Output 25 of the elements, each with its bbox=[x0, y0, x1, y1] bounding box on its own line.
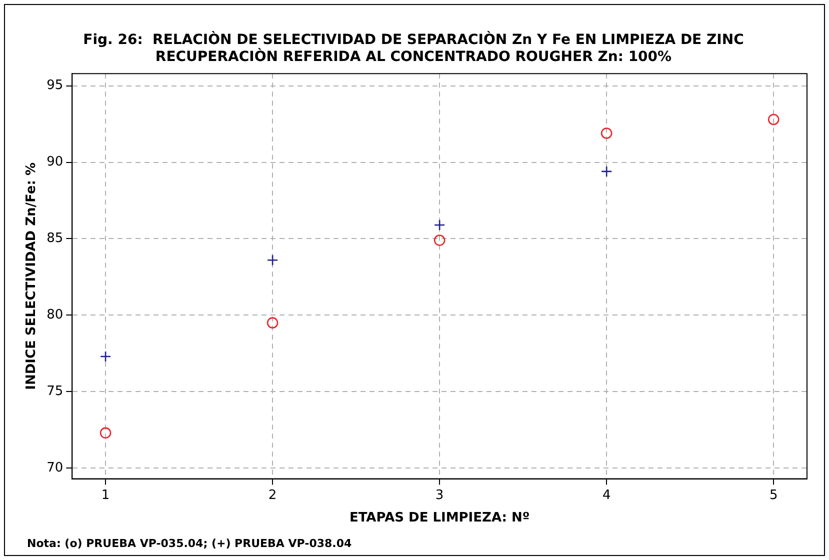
point bbox=[266, 254, 278, 266]
x-tick-label: 3 bbox=[435, 488, 444, 503]
y-tick-label: 95 bbox=[46, 78, 64, 94]
y-tick-label: 85 bbox=[46, 231, 64, 246]
point bbox=[434, 234, 446, 246]
x-tick-label: 1 bbox=[101, 488, 110, 503]
chart-subtitle: RECUPERACIÒN REFERIDA AL CONCENTRADO ROUGHER Zn: 100% bbox=[155, 48, 672, 65]
y-tick-label: 70 bbox=[46, 460, 64, 476]
x-axis-title: ETAPAS DE LIMPIEZA: Nº bbox=[349, 510, 530, 526]
point bbox=[768, 114, 780, 126]
y-tick-label: 90 bbox=[46, 154, 64, 170]
x-tick-label: 4 bbox=[602, 488, 611, 503]
point bbox=[100, 350, 112, 362]
point bbox=[100, 427, 112, 439]
text: Nota: (o) PRUEBA VP-035.04; (+) PRUEBA VP-038.04 bbox=[27, 537, 352, 550]
point bbox=[434, 219, 446, 231]
x-tick-label: 5 bbox=[769, 488, 778, 503]
point bbox=[600, 128, 612, 139]
point bbox=[600, 166, 612, 178]
y-tick-label: 75 bbox=[46, 384, 64, 400]
x-tick-label: 2 bbox=[268, 488, 277, 503]
y-tick-label: 80 bbox=[46, 308, 64, 323]
y-axis-title: INDICE SELECTIVIDAD Zn/Fe: % bbox=[24, 162, 40, 390]
point bbox=[266, 317, 278, 328]
chart-title: Fig. 26: RELACIÒN DE SELECTIVIDAD DE SEPARACIÒN Zn Y Fe EN LIMPIEZA DE ZINC bbox=[83, 31, 744, 48]
